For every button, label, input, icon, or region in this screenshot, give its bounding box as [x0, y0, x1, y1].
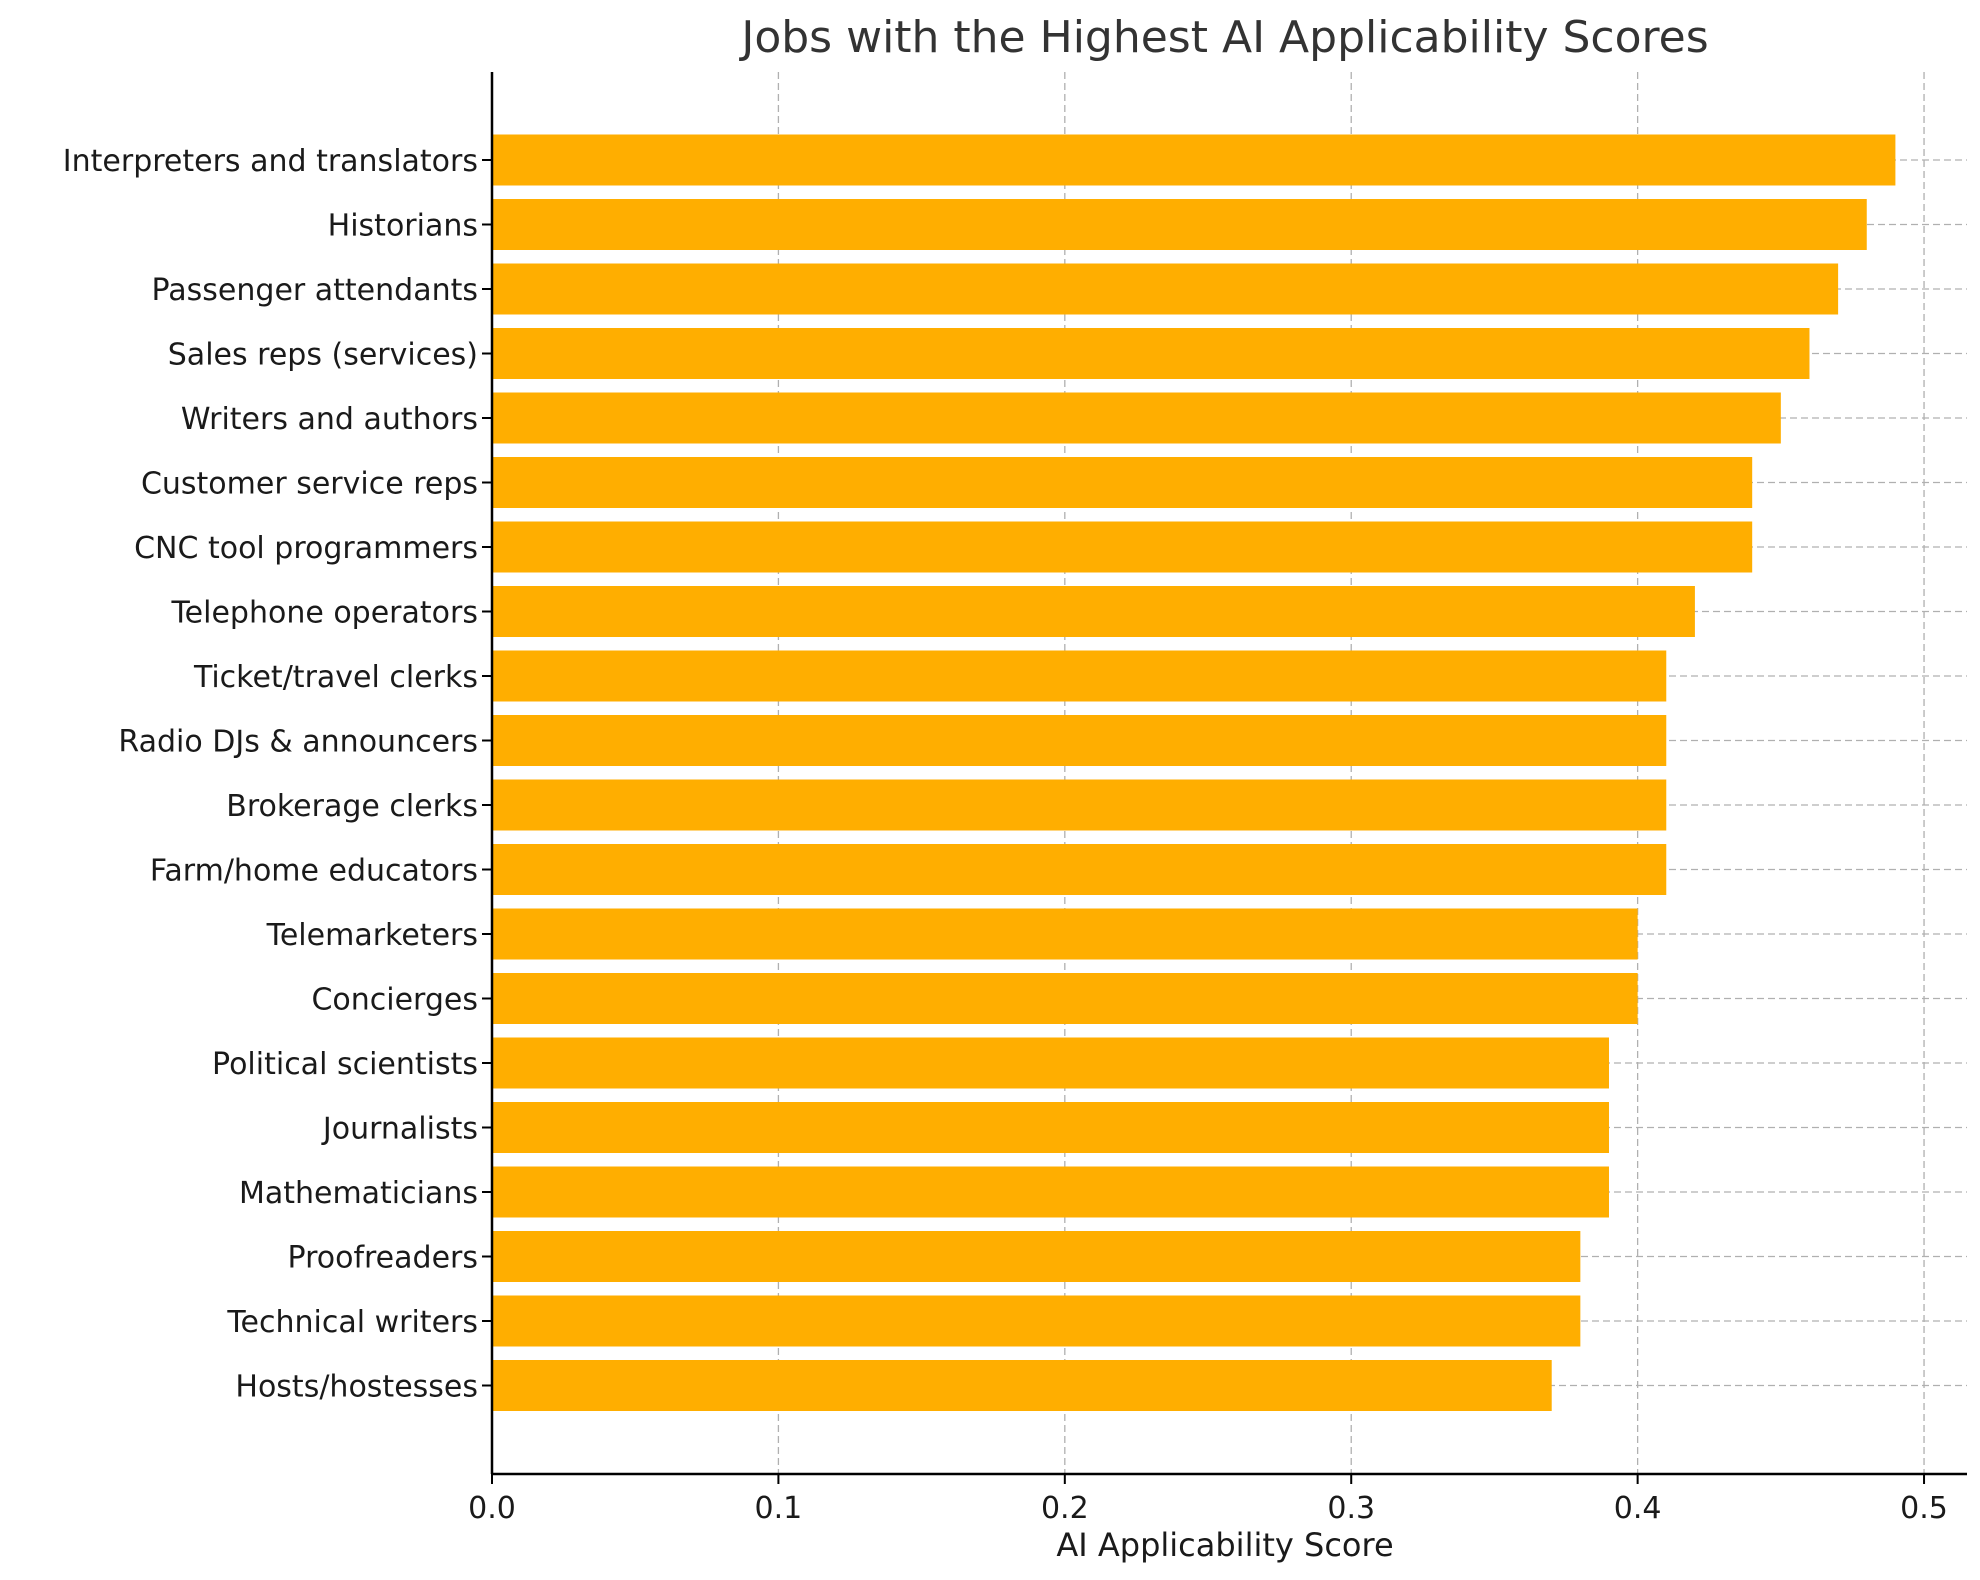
category-label: Interpreters and translators	[63, 144, 478, 179]
bar	[492, 586, 1695, 637]
bar	[492, 521, 1753, 573]
bar	[492, 1102, 1609, 1153]
category-label: Telemarketers	[266, 918, 478, 953]
category-label: Hosts/hostesses	[235, 1370, 478, 1405]
category-label: Brokerage clerks	[226, 789, 478, 824]
category-label: Radio DJs & announcers	[118, 725, 478, 760]
category-label: Sales reps (services)	[168, 338, 478, 373]
x-tick-label: 0.4	[1614, 1491, 1662, 1526]
chart-title: Jobs with the Highest AI Applicability S…	[738, 12, 1708, 63]
category-label: CNC tool programmers	[134, 531, 478, 566]
bar	[492, 199, 1867, 250]
axes	[482, 72, 1967, 1484]
x-tick-label: 0.1	[755, 1491, 803, 1526]
x-axis-label: AI Applicability Score	[1056, 1526, 1393, 1564]
bar	[492, 715, 1667, 766]
category-label: Technical writers	[226, 1305, 478, 1340]
x-tick-label: 0.3	[1327, 1491, 1375, 1526]
category-label: Journalists	[321, 1112, 478, 1147]
bar	[492, 1231, 1581, 1282]
x-tick-labels: 0.0 0.1 0.2 0.3 0.4 0.5	[468, 1491, 1948, 1526]
x-tick-label: 0.0	[468, 1491, 516, 1526]
category-label: Political scientists	[212, 1047, 478, 1082]
bar	[492, 1360, 1552, 1411]
x-tick-label: 0.2	[1041, 1491, 1089, 1526]
category-label: Telephone operators	[170, 596, 478, 631]
bars	[492, 134, 1896, 1411]
bar	[492, 392, 1781, 444]
category-label: Passenger attendants	[152, 273, 478, 308]
category-label: Historians	[328, 209, 478, 244]
bar	[492, 650, 1667, 702]
bar	[492, 134, 1896, 186]
bar	[492, 263, 1839, 315]
x-tick-label: 0.5	[1900, 1491, 1948, 1526]
bar	[492, 973, 1638, 1024]
bar	[492, 1037, 1609, 1089]
category-labels: Interpreters and translators Historians Pa…	[63, 144, 478, 1405]
bar	[492, 1295, 1581, 1347]
category-label: Proofreaders	[288, 1241, 479, 1276]
bar	[492, 1166, 1609, 1218]
category-label: Concierges	[311, 983, 478, 1018]
category-label: Customer service reps	[141, 467, 478, 502]
category-label: Writers and authors	[181, 402, 478, 437]
category-label: Mathematicians	[239, 1176, 478, 1211]
bar	[492, 328, 1810, 379]
bar	[492, 908, 1638, 960]
bar	[492, 779, 1667, 831]
category-label: Farm/home educators	[150, 854, 478, 889]
bar	[492, 844, 1667, 895]
bar	[492, 457, 1753, 508]
category-label: Ticket/travel clerks	[193, 660, 478, 695]
